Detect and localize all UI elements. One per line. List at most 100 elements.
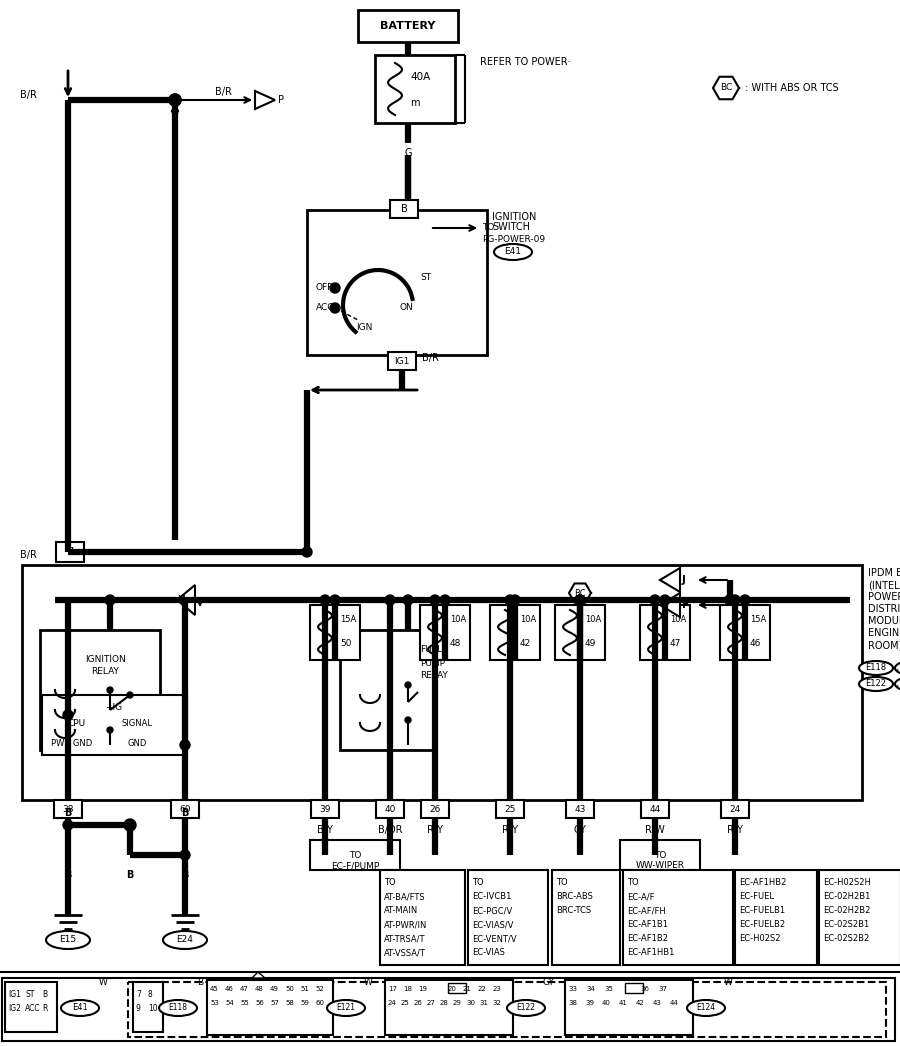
Text: OFF: OFF [316,283,333,293]
Circle shape [63,820,73,829]
Text: 15A: 15A [340,615,356,624]
Text: 39: 39 [320,804,331,814]
Text: 10: 10 [148,1004,157,1013]
Circle shape [105,595,115,605]
Circle shape [124,819,136,831]
Text: EC-AF1HB2: EC-AF1HB2 [739,878,787,887]
Text: : WITH ABS OR TCS: : WITH ABS OR TCS [742,83,839,93]
Text: 15A: 15A [750,615,766,624]
Text: m: m [410,98,419,108]
Text: 45: 45 [210,986,219,992]
Text: B: B [126,870,134,880]
Text: EC-FUEL: EC-FUEL [739,892,774,901]
Text: EC-02S2B2: EC-02S2B2 [823,934,869,943]
Text: EC-AF1B2: EC-AF1B2 [627,934,668,943]
Text: MODULE: MODULE [868,616,900,626]
Circle shape [575,595,585,605]
Text: F: F [682,600,689,610]
Text: ,: , [895,663,898,673]
Text: EC-PGC/V: EC-PGC/V [472,906,512,915]
Text: B/R: B/R [215,87,232,97]
Text: TO: TO [384,878,396,887]
Text: ,: , [895,679,898,689]
Text: 58: 58 [285,1000,294,1006]
Text: B/R: B/R [20,90,37,100]
Bar [42,695,187,755]
Text: E24: E24 [176,935,194,945]
Bar [385,980,513,1034]
Text: 49: 49 [585,638,597,647]
Text: 59: 59 [300,1000,309,1006]
Text: BATTERY: BATTERY [381,21,436,31]
Text: R: R [42,1004,48,1013]
Text: R/W: R/W [645,825,665,835]
Text: 38: 38 [62,804,74,814]
Text: IG2: IG2 [8,1004,21,1013]
Text: TO: TO [627,878,639,887]
Bar [565,980,693,1034]
Text: 55: 55 [240,1000,248,1006]
Circle shape [302,547,312,558]
Text: 30: 30 [466,1000,475,1006]
Text: M: M [177,595,184,605]
Text: 9: 9 [136,1004,141,1013]
Text: 42: 42 [636,1000,644,1006]
Text: W: W [364,978,373,987]
Bar [721,800,749,818]
Text: GY: GY [573,825,587,835]
Ellipse shape [163,931,207,949]
Text: ACC: ACC [25,1004,40,1013]
Ellipse shape [859,677,893,691]
Text: EC-AF/FH: EC-AF/FH [627,906,666,915]
Text: 22: 22 [478,986,487,992]
Text: BRC-ABS: BRC-ABS [556,892,593,901]
Text: B: B [65,825,71,835]
Text: 26: 26 [429,804,441,814]
Ellipse shape [159,1000,197,1016]
Text: EC-H02S2: EC-H02S2 [739,934,780,943]
Text: +IG: +IG [105,703,122,712]
Text: ON: ON [400,303,414,313]
Bar [307,210,487,355]
Text: R/Y: R/Y [727,825,743,835]
Bar [207,980,333,1034]
Text: 31: 31 [479,1000,488,1006]
Bar [468,870,548,965]
Text: B: B [64,808,72,818]
Text: BRC-TCS: BRC-TCS [556,906,591,915]
Text: EC-IVCB1: EC-IVCB1 [472,892,511,901]
Text: 25: 25 [504,804,516,814]
Text: B: B [182,825,188,835]
Bar [22,565,862,800]
Text: E121: E121 [337,1003,356,1013]
Text: EC-FUELB1: EC-FUELB1 [739,906,785,915]
Text: B: B [181,870,189,880]
Text: 10A: 10A [585,615,601,624]
Text: B/OR: B/OR [378,825,402,835]
Circle shape [405,682,411,688]
Text: 28: 28 [440,1000,449,1006]
Text: B/Y: B/Y [317,825,333,835]
Bar [171,800,199,818]
Bar [625,983,643,993]
Bar [490,605,540,660]
Text: 40: 40 [602,1000,611,1006]
Text: 43: 43 [653,1000,662,1006]
Text: 8: 8 [148,990,153,999]
Text: 43: 43 [574,804,586,814]
Bar [133,982,163,1032]
Text: TO: TO [472,878,483,887]
Text: 54: 54 [225,1000,234,1006]
Text: W: W [724,978,733,987]
Ellipse shape [859,661,893,675]
Text: WW-WIPER: WW-WIPER [635,862,685,870]
Text: 10A: 10A [670,615,686,624]
Text: 26: 26 [414,1000,423,1006]
Bar [2,978,895,1041]
Text: 50: 50 [340,638,352,647]
Text: PUMP: PUMP [420,659,445,667]
Bar [358,10,458,42]
Text: 10A: 10A [520,615,536,624]
Text: ST: ST [420,273,431,282]
Bar [620,840,700,870]
